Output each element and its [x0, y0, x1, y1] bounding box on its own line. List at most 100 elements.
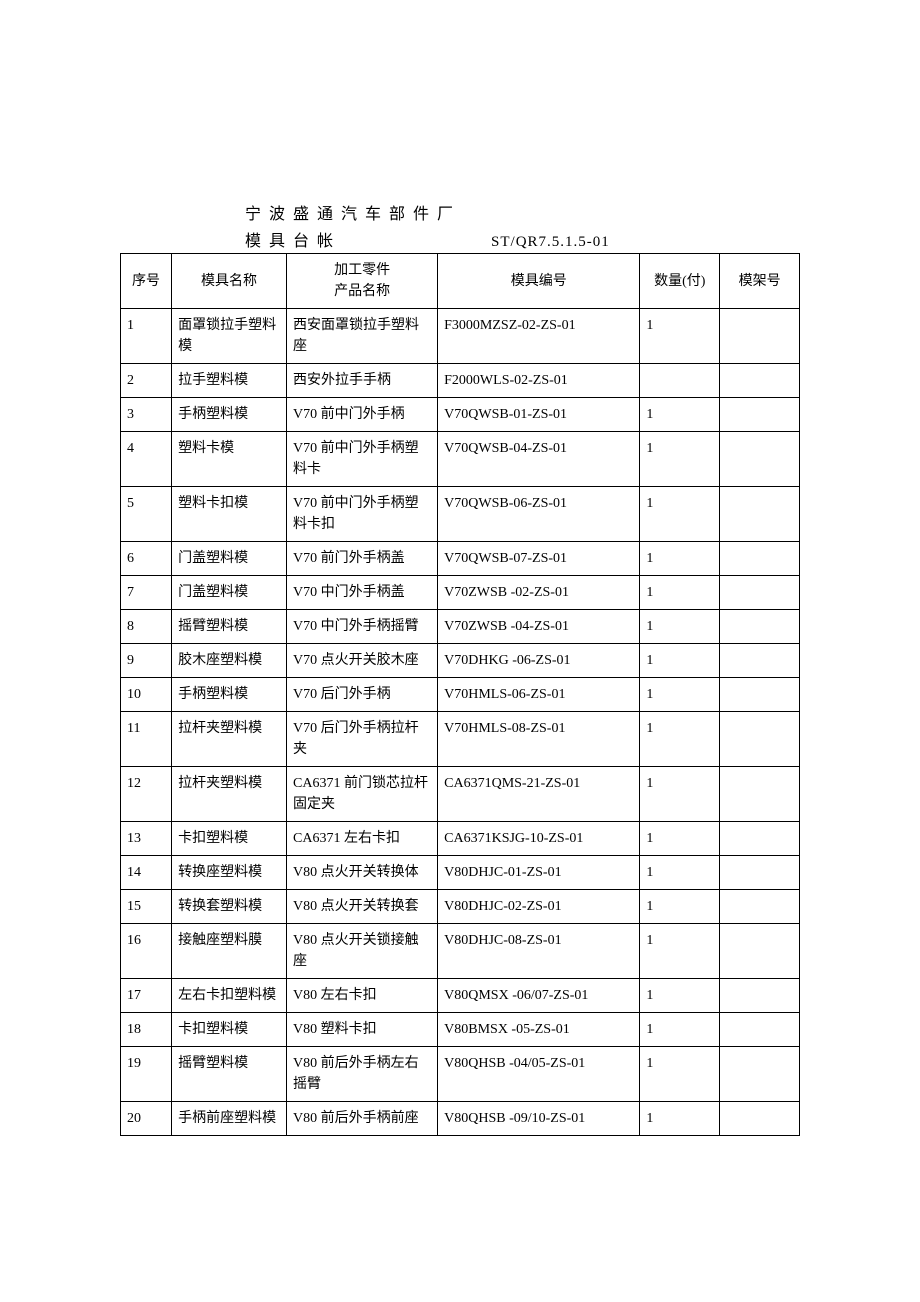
cell-qty: 1: [640, 856, 720, 890]
cell-code: V80QHSB -09/10-ZS-01: [438, 1102, 640, 1136]
table-row: 16接触座塑料膜V80 点火开关锁接触座V80DHJC-08-ZS-011: [121, 924, 800, 979]
header-line: 宁波盛通汽车部件厂: [120, 200, 800, 224]
cell-name: 卡扣塑料模: [172, 1013, 287, 1047]
cell-seq: 16: [121, 924, 172, 979]
col-header-qty: 数量(付): [640, 254, 720, 309]
col-header-part: 加工零件 产品名称: [287, 254, 438, 309]
cell-part: V70 前中门外手柄: [287, 398, 438, 432]
cell-rack: [720, 822, 800, 856]
cell-part: V70 点火开关胶木座: [287, 644, 438, 678]
cell-rack: [720, 1013, 800, 1047]
cell-part: V80 前后外手柄前座: [287, 1102, 438, 1136]
table-row: 1面罩锁拉手塑料模西安面罩锁拉手塑料座F3000MZSZ-02-ZS-011: [121, 309, 800, 364]
subheader-line: 模具台帐 ST/QR7.5.1.5-01: [120, 227, 800, 251]
cell-qty: [640, 364, 720, 398]
cell-qty: 1: [640, 1047, 720, 1102]
cell-code: V80QHSB -04/05-ZS-01: [438, 1047, 640, 1102]
table-row: 18卡扣塑料模V80 塑料卡扣V80BMSX -05-ZS-011: [121, 1013, 800, 1047]
cell-name: 转换套塑料模: [172, 890, 287, 924]
mold-ledger-table: 序号 模具名称 加工零件 产品名称 模具编号 数量(付) 模架号 1面罩锁拉手塑…: [120, 253, 800, 1136]
cell-qty: 1: [640, 432, 720, 487]
cell-part: CA6371 左右卡扣: [287, 822, 438, 856]
cell-rack: [720, 432, 800, 487]
cell-name: 门盖塑料模: [172, 576, 287, 610]
cell-part: V80 塑料卡扣: [287, 1013, 438, 1047]
cell-part: 西安外拉手手柄: [287, 364, 438, 398]
cell-code: V80DHJC-02-ZS-01: [438, 890, 640, 924]
cell-seq: 12: [121, 767, 172, 822]
table-header-row: 序号 模具名称 加工零件 产品名称 模具编号 数量(付) 模架号: [121, 254, 800, 309]
table-body: 1面罩锁拉手塑料模西安面罩锁拉手塑料座F3000MZSZ-02-ZS-0112拉…: [121, 309, 800, 1136]
cell-rack: [720, 678, 800, 712]
cell-rack: [720, 610, 800, 644]
cell-name: 拉手塑料模: [172, 364, 287, 398]
cell-name: 门盖塑料模: [172, 542, 287, 576]
cell-name: 转换座塑料模: [172, 856, 287, 890]
cell-seq: 1: [121, 309, 172, 364]
table-row: 17左右卡扣塑料模V80 左右卡扣V80QMSX -06/07-ZS-011: [121, 979, 800, 1013]
cell-qty: 1: [640, 610, 720, 644]
page-title-main: 宁波盛通汽车部件厂: [245, 200, 461, 224]
cell-seq: 11: [121, 712, 172, 767]
cell-part: V70 后门外手柄拉杆夹: [287, 712, 438, 767]
cell-code: V80BMSX -05-ZS-01: [438, 1013, 640, 1047]
cell-rack: [720, 767, 800, 822]
cell-name: 卡扣塑料模: [172, 822, 287, 856]
cell-name: 胶木座塑料模: [172, 644, 287, 678]
cell-name: 拉杆夹塑料模: [172, 767, 287, 822]
cell-qty: 1: [640, 309, 720, 364]
col-header-name: 模具名称: [172, 254, 287, 309]
cell-code: CA6371QMS-21-ZS-01: [438, 767, 640, 822]
cell-seq: 2: [121, 364, 172, 398]
cell-code: V70ZWSB -04-ZS-01: [438, 610, 640, 644]
cell-seq: 5: [121, 487, 172, 542]
table-row: 2拉手塑料模西安外拉手手柄F2000WLS-02-ZS-01: [121, 364, 800, 398]
cell-part: V80 点火开关转换套: [287, 890, 438, 924]
cell-part: V70 前中门外手柄塑料卡: [287, 432, 438, 487]
document-code: ST/QR7.5.1.5-01: [491, 234, 610, 251]
cell-part: V70 中门外手柄盖: [287, 576, 438, 610]
table-row: 9胶木座塑料模V70 点火开关胶木座V70DHKG -06-ZS-011: [121, 644, 800, 678]
cell-qty: 1: [640, 678, 720, 712]
cell-part: V80 点火开关转换体: [287, 856, 438, 890]
table-row: 6门盖塑料模V70 前门外手柄盖V70QWSB-07-ZS-011: [121, 542, 800, 576]
cell-seq: 6: [121, 542, 172, 576]
cell-qty: 1: [640, 576, 720, 610]
cell-rack: [720, 398, 800, 432]
cell-seq: 7: [121, 576, 172, 610]
cell-name: 拉杆夹塑料模: [172, 712, 287, 767]
cell-part: V80 点火开关锁接触座: [287, 924, 438, 979]
cell-qty: 1: [640, 398, 720, 432]
cell-part: 西安面罩锁拉手塑料座: [287, 309, 438, 364]
cell-name: 摇臂塑料模: [172, 610, 287, 644]
col-header-part-line2: 产品名称: [293, 281, 431, 302]
cell-code: V70QWSB-01-ZS-01: [438, 398, 640, 432]
cell-part: V70 后门外手柄: [287, 678, 438, 712]
cell-rack: [720, 979, 800, 1013]
cell-name: 手柄前座塑料模: [172, 1102, 287, 1136]
table-row: 14转换座塑料模V80 点火开关转换体V80DHJC-01-ZS-011: [121, 856, 800, 890]
table-row: 12拉杆夹塑料模CA6371 前门锁芯拉杆固定夹CA6371QMS-21-ZS-…: [121, 767, 800, 822]
cell-part: V70 中门外手柄摇臂: [287, 610, 438, 644]
cell-seq: 18: [121, 1013, 172, 1047]
cell-part: V70 前门外手柄盖: [287, 542, 438, 576]
table-row: 8摇臂塑料模V70 中门外手柄摇臂V70ZWSB -04-ZS-011: [121, 610, 800, 644]
cell-part: CA6371 前门锁芯拉杆固定夹: [287, 767, 438, 822]
cell-rack: [720, 856, 800, 890]
cell-code: F3000MZSZ-02-ZS-01: [438, 309, 640, 364]
cell-name: 塑料卡模: [172, 432, 287, 487]
cell-seq: 13: [121, 822, 172, 856]
cell-rack: [720, 1047, 800, 1102]
col-header-part-line1: 加工零件: [293, 260, 431, 281]
cell-seq: 14: [121, 856, 172, 890]
cell-qty: 1: [640, 644, 720, 678]
cell-name: 手柄塑料模: [172, 678, 287, 712]
cell-name: 摇臂塑料模: [172, 1047, 287, 1102]
cell-code: V80DHJC-01-ZS-01: [438, 856, 640, 890]
table-row: 15转换套塑料模V80 点火开关转换套V80DHJC-02-ZS-011: [121, 890, 800, 924]
cell-part: V80 前后外手柄左右摇臂: [287, 1047, 438, 1102]
table-row: 19摇臂塑料模V80 前后外手柄左右摇臂V80QHSB -04/05-ZS-01…: [121, 1047, 800, 1102]
page-title-sub: 模具台帐: [245, 227, 341, 251]
cell-code: CA6371KSJG-10-ZS-01: [438, 822, 640, 856]
cell-seq: 4: [121, 432, 172, 487]
